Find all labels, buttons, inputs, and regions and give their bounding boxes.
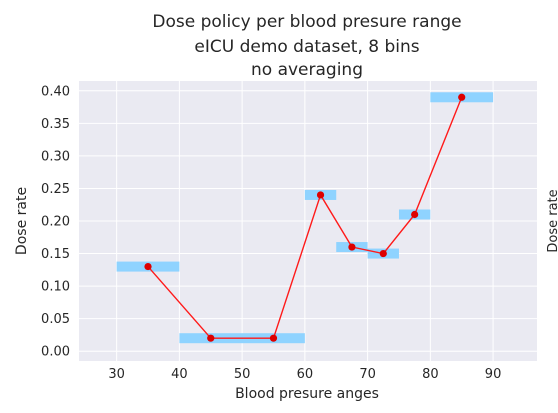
x-tick-label-1: 40: [171, 367, 188, 382]
y-axis-ticks: 0.00 0.05 0.10 0.15 0.20 0.25 0.30 0.35 0.40: [41, 84, 70, 359]
y-tick-label-0: 0.00: [41, 345, 70, 360]
dose-series: [144, 93, 466, 342]
x-axis-label: Blood presure anges: [235, 386, 379, 402]
x-tick-label-5: 80: [422, 367, 439, 382]
y-tick-label-6: 0.30: [41, 149, 70, 164]
x-tick-label-2: 50: [234, 367, 251, 382]
data-point-4: [348, 243, 356, 251]
y-tick-label-7: 0.35: [41, 117, 70, 132]
x-tick-label-3: 60: [297, 367, 314, 382]
dose-line: [147, 97, 463, 339]
data-point-0: [144, 262, 152, 271]
x-tick-label-0: 30: [108, 367, 125, 382]
adjacent-chart-ylabel-fragment: Dose rate: [546, 189, 558, 252]
y-axis-label: Dose rate: [14, 187, 30, 255]
data-point-1: [207, 334, 215, 342]
y-tick-label-5: 0.25: [41, 182, 70, 197]
grid-lines: [79, 81, 537, 361]
data-point-2: [269, 334, 278, 342]
x-tick-label-4: 70: [359, 367, 376, 382]
data-point-5: [379, 249, 387, 258]
y-tick-label-3: 0.15: [41, 247, 70, 262]
y-tick-label-4: 0.20: [41, 215, 70, 230]
data-point-6: [411, 210, 419, 219]
chart-title-line-3: no averaging: [251, 60, 363, 80]
y-tick-label-2: 0.10: [41, 280, 70, 295]
data-point-3: [316, 191, 325, 199]
y-tick-label-1: 0.05: [41, 312, 70, 327]
x-axis-ticks: 30 40 50 60 70 80 90: [108, 367, 501, 382]
chart-title-line-2: eICU demo dataset, 8 bins: [194, 37, 419, 57]
data-point-7: [458, 93, 466, 101]
chart-title-line-1: Dose policy per blood presure range: [152, 12, 461, 32]
y-tick-label-8: 0.40: [41, 84, 70, 99]
x-tick-label-6: 90: [485, 367, 502, 382]
